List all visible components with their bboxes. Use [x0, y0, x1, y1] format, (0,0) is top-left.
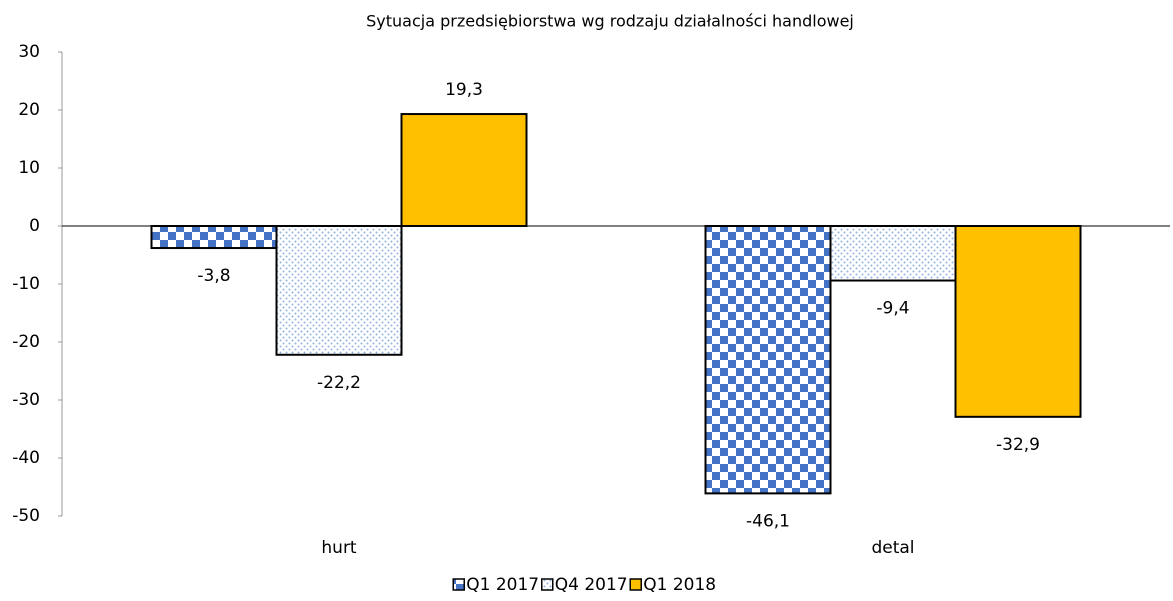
- bar: [150, 225, 278, 250]
- y-tick-label: 0: [29, 216, 40, 236]
- data-label: 19,3: [445, 80, 483, 100]
- legend-label: Q1 2018: [643, 575, 716, 595]
- chart-title: Sytuacja przedsiębiorstwa wg rodzaju dzi…: [366, 12, 854, 31]
- x-tick-label: hurt: [321, 538, 357, 558]
- y-tick-label: -20: [12, 332, 40, 352]
- y-tick-label: -10: [12, 274, 40, 294]
- y-tick-label: 20: [18, 100, 40, 120]
- bar: [275, 225, 403, 356]
- legend-label: Q4 2017: [555, 575, 628, 595]
- x-tick-label: detal: [871, 538, 914, 558]
- bar: [704, 225, 832, 495]
- y-tick-label: -40: [12, 448, 40, 468]
- data-label: -22,2: [317, 373, 361, 393]
- bar: [400, 113, 528, 227]
- y-tick-label: -30: [12, 390, 40, 410]
- legend-label: Q1 2017: [466, 575, 539, 595]
- legend-swatch: [541, 578, 554, 591]
- legend-swatch: [629, 578, 642, 591]
- legend-swatch: [452, 578, 465, 591]
- y-tick-label: 30: [18, 42, 40, 62]
- bar: [829, 225, 957, 282]
- data-label: -32,9: [996, 435, 1040, 455]
- data-label: -46,1: [746, 511, 790, 531]
- data-label: -9,4: [876, 299, 909, 319]
- data-label: -3,8: [197, 266, 230, 286]
- y-tick-label: -50: [12, 506, 40, 526]
- y-tick-label: 10: [18, 158, 40, 178]
- bar: [954, 225, 1082, 418]
